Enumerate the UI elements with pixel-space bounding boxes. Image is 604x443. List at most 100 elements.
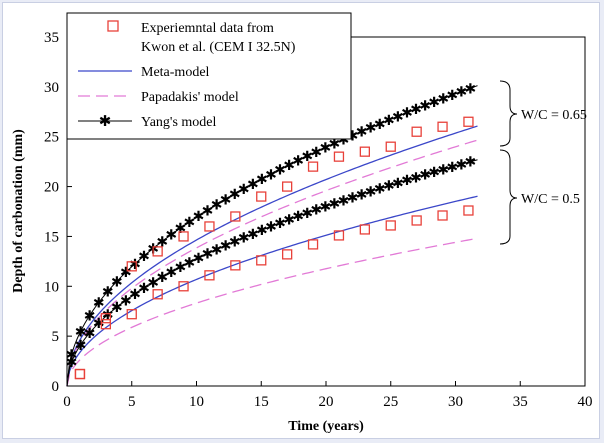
yang-star-marker: ✱ <box>392 110 404 125</box>
experimental-point <box>100 313 111 324</box>
yang-star-marker: ✱ <box>365 185 377 200</box>
yang-star-marker: ✱ <box>93 296 105 311</box>
experimental-point <box>152 289 163 300</box>
yang-star-marker: ✱ <box>347 191 359 206</box>
yang-star-marker: ✱ <box>202 248 214 263</box>
yang-star-marker: ✱ <box>274 217 286 232</box>
legend: Experiemntal data from Kwon et al. (CEM … <box>66 12 352 140</box>
experimental-point <box>126 261 137 272</box>
x-tick-label: 5 <box>128 394 136 410</box>
papadakis-curve <box>66 237 478 387</box>
yang-star-marker: ✱ <box>329 138 341 153</box>
yang-star-marker: ✱ <box>184 256 196 271</box>
x-tick-label: 30 <box>448 394 463 410</box>
yang-star-marker: ✱ <box>356 188 368 203</box>
yang-star-marker: ✱ <box>229 235 241 250</box>
experimental-point <box>178 231 189 242</box>
yang-star-marker: ✱ <box>229 188 241 203</box>
experimental-point <box>359 224 371 235</box>
legend-label-meta-model: Meta-model <box>141 65 210 80</box>
experimental-point <box>230 211 241 222</box>
yang-star-marker: ✱ <box>383 114 395 129</box>
yang-star-marker: ✱ <box>102 309 114 324</box>
legend-entry-meta-model: Meta-model <box>78 65 210 80</box>
experimental-point <box>333 151 345 162</box>
yang-star-marker: ✱ <box>120 294 132 309</box>
x-tick-label: 0 <box>63 394 71 410</box>
experimental-point <box>307 239 319 250</box>
legend-box <box>66 12 352 140</box>
x-axis-title: Time (years) <box>288 419 364 434</box>
experimental-point <box>74 368 86 380</box>
yang-star-marker: ✱ <box>319 201 331 216</box>
yang-star-marker: ✱ <box>165 229 177 244</box>
y-axis-ticks: 0 5 10 15 20 25 30 35 <box>44 30 72 395</box>
experimental-point <box>178 281 189 292</box>
yang-star-marker: ✱ <box>193 210 205 225</box>
yang-star-marker: ✱ <box>265 221 277 236</box>
yang-star-marker: ✱ <box>274 164 286 179</box>
y-tick-label: 30 <box>44 80 59 96</box>
yang-star-marker: ✱ <box>338 134 350 149</box>
yang-star-marker: ✱ <box>75 339 87 354</box>
yang-star-marker: ✱ <box>247 228 259 243</box>
yang-star-marker: ✱ <box>446 161 458 176</box>
legend-label-experimental-line2: Kwon et al. (CEM I 32.5N) <box>141 40 296 55</box>
yang-star-marker: ✱ <box>356 126 368 141</box>
experimental-point <box>281 249 293 260</box>
experimental-point <box>411 215 422 226</box>
y-tick-label: 5 <box>52 329 60 345</box>
yang-star-marker: ✱ <box>147 276 159 291</box>
experimental-point <box>256 255 267 266</box>
yang-star-marker: ✱ <box>220 239 232 254</box>
legend-star-marker: ✱ <box>99 114 112 130</box>
yang-star-marker: ✱ <box>437 163 449 178</box>
yang-star-marker: ✱ <box>455 158 467 173</box>
meta-curve <box>66 125 478 387</box>
experimental-point <box>463 116 474 127</box>
yang-star-marker: ✱ <box>84 309 96 324</box>
experimental-point <box>463 205 474 216</box>
experimental-markers <box>74 116 474 380</box>
legend-label-experimental-line1: Experiemntal data from <box>141 21 274 36</box>
yang-star-marker: ✱ <box>120 266 132 281</box>
y-tick-label: 20 <box>44 180 59 196</box>
x-tick-label: 40 <box>578 394 593 410</box>
yang-star-marker: ✱ <box>84 327 96 342</box>
yang-star-marker: ✱ <box>111 275 123 290</box>
yang-star-marker: ✱ <box>292 155 304 170</box>
experimental-point <box>411 126 422 137</box>
yang-star-marker: ✱ <box>211 199 223 214</box>
papadakis-curve <box>66 139 478 387</box>
yang-star-marker: ✱ <box>310 146 322 161</box>
yang-star-marker: ✱ <box>374 183 386 198</box>
yang-star-marker: ✱ <box>202 204 214 219</box>
legend-entry-yang: ✱ Yang's model <box>78 114 216 130</box>
yang-star-marker: ✱ <box>220 193 232 208</box>
experimental-point <box>437 210 448 221</box>
x-tick-label: 20 <box>319 394 334 410</box>
yang-star-marker: ✱ <box>184 216 196 231</box>
yang-star-marker: ✱ <box>347 129 359 144</box>
experimental-point <box>152 246 163 257</box>
yang-star-marker: ✱ <box>465 82 477 97</box>
yang-star-marker: ✱ <box>93 317 105 332</box>
yang-star-marker: ✱ <box>319 142 331 157</box>
yang-star-marker: ✱ <box>301 207 313 222</box>
yang-star-marker: ✱ <box>383 180 395 195</box>
legend-label-papadakis: Papadakis' model <box>141 90 239 105</box>
legend-entry-experimental: Experiemntal data from Kwon et al. (CEM … <box>107 20 296 55</box>
yang-star-marker: ✱ <box>446 89 458 104</box>
meta-curve <box>66 195 478 387</box>
y-tick-label: 15 <box>44 229 59 245</box>
yang-star-marker: ✱ <box>428 166 440 181</box>
yang-star-marker: ✱ <box>174 222 186 237</box>
yang-star-marker: ✱ <box>265 168 277 183</box>
yang-star-marker: ✱ <box>156 235 168 250</box>
yang-star-marker: ✱ <box>102 285 114 300</box>
yang-curve <box>66 159 478 387</box>
yang-star-marker: ✱ <box>75 325 87 340</box>
wc-annotations: W/C = 0.65 W/C = 0.5 <box>499 80 587 245</box>
yang-star-marker: ✱ <box>247 178 259 193</box>
yang-star-marker: ✱ <box>138 250 150 265</box>
